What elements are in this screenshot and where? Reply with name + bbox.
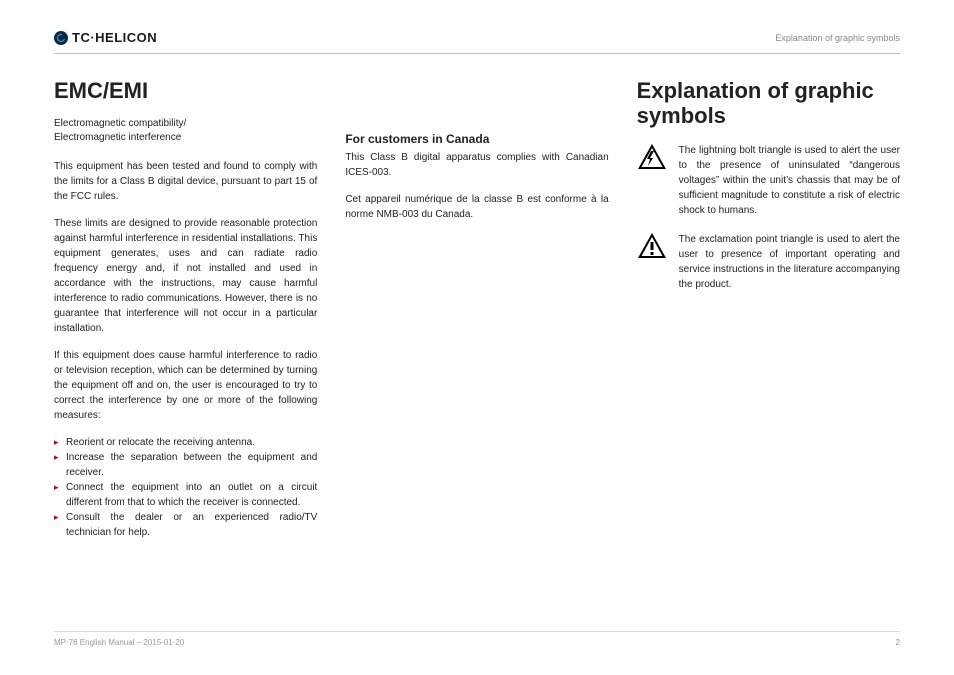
page-footer: MP-76 English Manual – 2015-01-20 2 <box>54 631 900 647</box>
footer-page-number: 2 <box>896 638 900 647</box>
subtitle-line-2: Electromagnetic interference <box>54 132 181 143</box>
list-item: Reorient or relocate the receiving anten… <box>54 435 317 450</box>
brand-logo-icon <box>54 31 68 45</box>
brand-logo-text: TC·HELICON <box>72 30 157 45</box>
symbol-row-lightning: The lightning bolt triangle is used to a… <box>637 143 900 218</box>
symbol-text-lightning: The lightning bolt triangle is used to a… <box>679 143 900 218</box>
subtitle-line-1: Electromagnetic compatibility/ <box>54 118 186 129</box>
column-canada: For customers in Canada This Class B dig… <box>345 78 608 540</box>
list-item: Consult the dealer or an experienced rad… <box>54 510 317 540</box>
paragraph-interference: If this equipment does cause harmful int… <box>54 348 317 423</box>
column-emc-emi: EMC/EMI Electromagnetic compatibility/ E… <box>54 78 317 540</box>
exclamation-triangle-icon <box>637 232 667 292</box>
paragraph-compliance: This equipment has been tested and found… <box>54 159 317 204</box>
symbol-text-exclamation: The exclamation point triangle is used t… <box>679 232 900 292</box>
symbol-row-exclamation: The exclamation point triangle is used t… <box>637 232 900 292</box>
list-item: Increase the separation between the equi… <box>54 450 317 480</box>
heading-symbols: Explanation of graphic symbols <box>637 78 900 129</box>
lightning-triangle-icon <box>637 143 667 218</box>
paragraph-canada-fr: Cet appareil numérique de la classe B es… <box>345 192 608 222</box>
paragraph-limits: These limits are designed to provide rea… <box>54 216 317 336</box>
footer-manual-info: MP-76 English Manual – 2015-01-20 <box>54 638 184 647</box>
measures-list: Reorient or relocate the receiving anten… <box>54 435 317 540</box>
heading-canada: For customers in Canada <box>345 132 608 146</box>
subtitle-emc: Electromagnetic compatibility/ Electroma… <box>54 117 317 145</box>
page-content: EMC/EMI Electromagnetic compatibility/ E… <box>54 78 900 540</box>
column-symbols: Explanation of graphic symbols The light… <box>637 78 900 540</box>
paragraph-canada-en: This Class B digital apparatus complies … <box>345 150 608 180</box>
heading-emc-emi: EMC/EMI <box>54 78 317 103</box>
page-header: TC·HELICON Explanation of graphic symbol… <box>54 30 900 54</box>
header-section-label: Explanation of graphic symbols <box>775 33 900 43</box>
list-item: Connect the equipment into an outlet on … <box>54 480 317 510</box>
brand-logo: TC·HELICON <box>54 30 157 45</box>
